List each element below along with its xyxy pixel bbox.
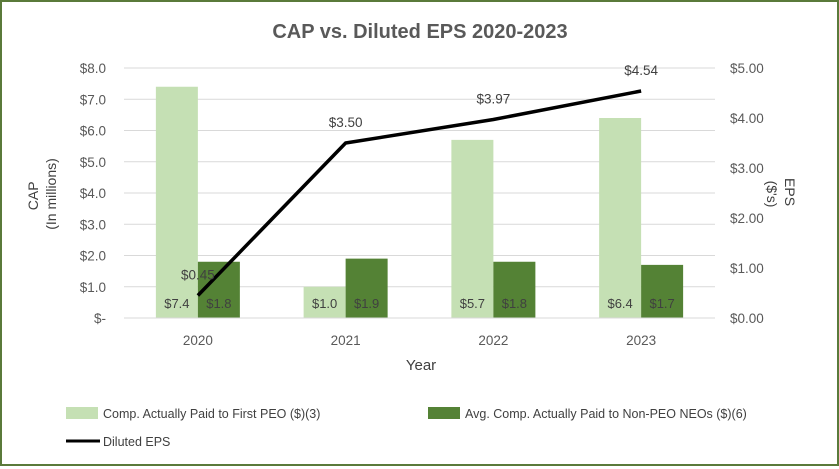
- x-axis-tick-label: 2020: [183, 333, 213, 348]
- bar-data-label: $1.8: [206, 296, 231, 311]
- bar-first-peo: [599, 118, 642, 318]
- left-axis-tick-label: $4.0: [80, 186, 106, 201]
- legend-label-first-peo: Comp. Actually Paid to First PEO ($)(3): [103, 407, 320, 421]
- x-axis-tick-label: 2023: [626, 333, 656, 348]
- left-axis-tick-label: $-: [94, 311, 106, 326]
- left-axis-tick-label: $1.0: [80, 280, 106, 295]
- eps-data-label: $4.54: [624, 63, 658, 78]
- bar-data-label: $6.4: [607, 296, 632, 311]
- left-axis-title-line1: CAP: [25, 182, 41, 211]
- left-axis-tick-label: $8.0: [80, 61, 106, 76]
- right-axis-title: EPS ($'s): [764, 178, 798, 210]
- eps-line: [196, 89, 642, 297]
- right-axis-tick-label: $0.00: [730, 311, 764, 326]
- right-axis-tick-label: $5.00: [730, 61, 764, 76]
- bar-data-label: $1.9: [354, 296, 379, 311]
- x-axis-tick-label: 2021: [331, 333, 361, 348]
- eps-data-label: $3.97: [476, 92, 510, 107]
- left-axis-tick-label: $5.0: [80, 155, 106, 170]
- left-axis-tick-label: $6.0: [80, 124, 106, 139]
- bar-non-peo: [493, 261, 536, 318]
- eps-data-label: $0.45: [181, 268, 215, 283]
- bar-first-peo: [451, 139, 494, 318]
- left-axis-tick-label: $7.0: [80, 92, 106, 107]
- x-axis-ticks: 2020 2021 2022 2023: [124, 317, 715, 348]
- bar-non-peo: [641, 264, 684, 318]
- right-axis-tick-label: $2.00: [730, 211, 764, 226]
- bar-data-label: $1.8: [502, 296, 527, 311]
- left-axis-tick-label: $3.0: [80, 217, 106, 232]
- right-axis-tick-label: $3.00: [730, 161, 764, 176]
- left-axis-title: CAP (In millions): [25, 158, 59, 230]
- right-axis-title-line2: ($'s): [764, 181, 780, 208]
- bar-data-label: $1.0: [312, 296, 337, 311]
- x-axis-title: Year: [406, 357, 436, 374]
- legend-label-non-peo: Avg. Comp. Actually Paid to Non-PEO NEOs…: [465, 407, 747, 421]
- right-axis-tick-label: $4.00: [730, 111, 764, 126]
- line-series: $0.45 $3.50 $3.97 $4.54: [181, 63, 659, 297]
- bar-data-label: $7.4: [164, 296, 189, 311]
- left-axis-ticks: $- $1.0 $2.0 $3.0 $4.0 $5.0 $6.0 $7.0 $8.0: [80, 61, 106, 326]
- legend-swatch-non-peo: [428, 407, 460, 419]
- bar-data-label: $1.7: [649, 296, 674, 311]
- right-axis-title-line1: EPS: [782, 178, 798, 206]
- bar-data-label: $5.7: [460, 296, 485, 311]
- bar-series: $7.4 $1.0 $5.7 $6.4 $1.8 $1.9 $1.8 $1.7: [155, 86, 684, 318]
- bar-non-peo: [345, 258, 388, 318]
- bar-first-peo: [155, 86, 198, 318]
- legend-label-eps: Diluted EPS: [103, 435, 170, 449]
- left-axis-title-line2: (In millions): [43, 158, 59, 230]
- legend: Comp. Actually Paid to First PEO ($)(3) …: [66, 407, 747, 449]
- left-axis-tick-label: $2.0: [80, 249, 106, 264]
- eps-data-label: $3.50: [329, 115, 363, 130]
- chart-title: CAP vs. Diluted EPS 2020-2023: [272, 21, 567, 43]
- x-axis-tick-label: 2022: [478, 333, 508, 348]
- legend-swatch-first-peo: [66, 407, 98, 419]
- bar-first-peo: [303, 286, 346, 318]
- right-axis-ticks: $0.00 $1.00 $2.00 $3.00 $4.00 $5.00: [730, 61, 764, 326]
- right-axis-tick-label: $1.00: [730, 261, 764, 276]
